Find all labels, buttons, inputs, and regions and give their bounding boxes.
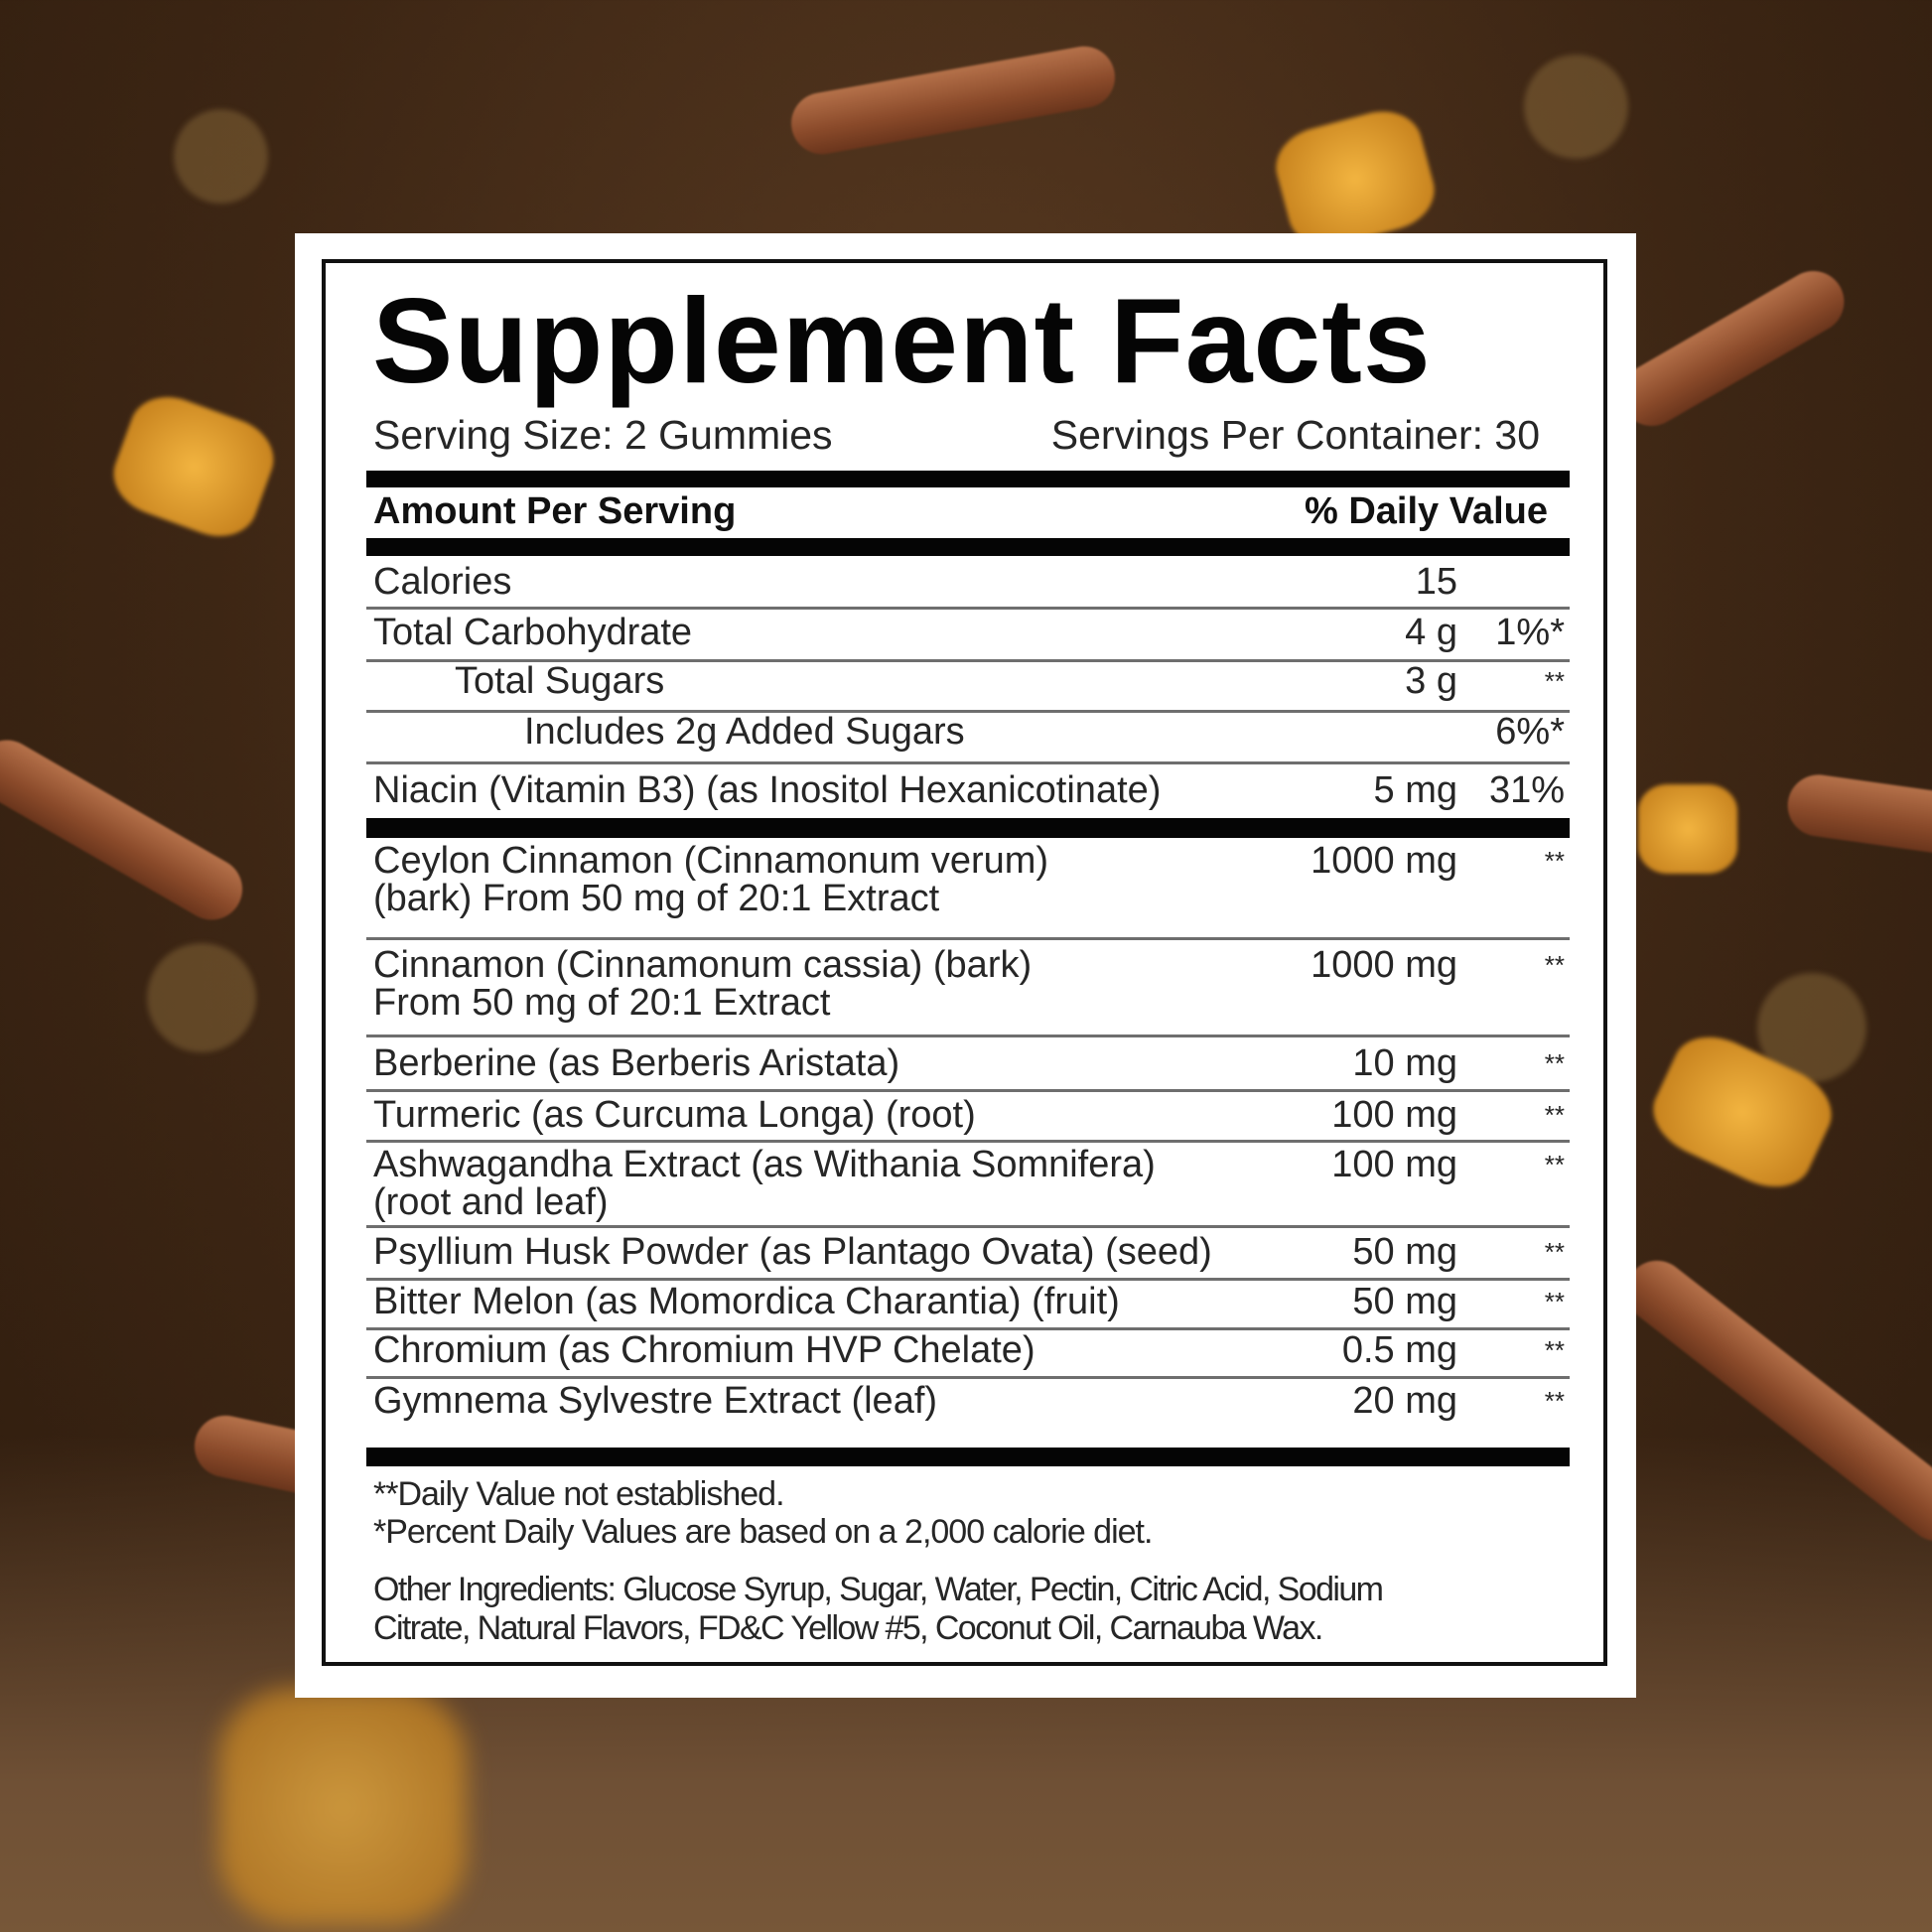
thick-divider	[366, 471, 1570, 487]
row-divider	[366, 1327, 1570, 1330]
nutrient-name: Bitter Melon (as Momordica Charantia) (f…	[373, 1281, 1120, 1322]
panel-title: Supplement Facts	[372, 273, 1432, 408]
nutrient-daily-value: **	[1544, 846, 1565, 876]
thick-divider	[366, 1448, 1570, 1466]
nutrient-daily-value: 6%*	[1495, 711, 1565, 753]
row-divider	[366, 607, 1570, 610]
nutrient-amount: 20 mg	[1352, 1380, 1457, 1422]
nutrient-name: (bark) From 50 mg of 20:1 Extract	[373, 878, 940, 919]
row-divider	[366, 1376, 1570, 1379]
gummy-bear-image	[1638, 784, 1737, 874]
nutrient-name: Cinnamon (Cinnamonum cassia) (bark)	[373, 944, 1033, 986]
nutrient-amount: 0.5 mg	[1341, 1329, 1457, 1371]
nutrient-amount: 50 mg	[1352, 1281, 1457, 1322]
nutrient-name: Berberine (as Berberis Aristata)	[373, 1042, 900, 1084]
bokeh-light	[1524, 55, 1628, 159]
footnote-percent-dv: *Percent Daily Values are based on a 2,0…	[373, 1513, 1153, 1551]
gummy-bear-image	[218, 1688, 467, 1926]
nutrient-name: Psyllium Husk Powder (as Plantago Ovata)…	[373, 1231, 1212, 1273]
nutrient-daily-value: **	[1544, 1237, 1565, 1267]
nutrient-name: Includes 2g Added Sugars	[524, 711, 965, 753]
row-divider	[366, 659, 1570, 662]
amount-per-serving-header: Amount Per Serving	[373, 490, 737, 532]
nutrient-name: Gymnema Sylvestre Extract (leaf)	[373, 1380, 938, 1422]
row-divider	[366, 1225, 1570, 1228]
row-divider	[366, 1089, 1570, 1092]
row-divider	[366, 761, 1570, 764]
nutrient-amount: 10 mg	[1352, 1042, 1457, 1084]
row-divider	[366, 937, 1570, 940]
nutrient-amount: 50 mg	[1352, 1231, 1457, 1273]
nutrient-daily-value: **	[1544, 1287, 1565, 1316]
nutrient-name: Niacin (Vitamin B3) (as Inositol Hexanic…	[373, 769, 1162, 811]
nutrient-name: (root and leaf)	[373, 1181, 609, 1223]
thick-divider	[366, 818, 1570, 838]
nutrient-name: Ashwagandha Extract (as Withania Somnife…	[373, 1144, 1156, 1185]
cinnamon-stick-image	[1783, 770, 1932, 860]
nutrient-name: Total Sugars	[455, 660, 665, 702]
nutrient-amount: 1000 mg	[1311, 840, 1457, 882]
nutrient-daily-value: 1%*	[1495, 612, 1565, 653]
nutrient-amount: 100 mg	[1331, 1144, 1457, 1185]
row-divider	[366, 1140, 1570, 1143]
row-divider	[366, 1278, 1570, 1281]
nutrient-name: From 50 mg of 20:1 Extract	[373, 982, 831, 1024]
other-ingredients-line: Other Ingredients: Glucose Syrup, Sugar,…	[373, 1571, 1384, 1608]
nutrient-name: Calories	[373, 561, 512, 603]
cinnamon-stick-image	[0, 729, 254, 931]
nutrient-name: Chromium (as Chromium HVP Chelate)	[373, 1329, 1035, 1371]
bokeh-light	[174, 109, 268, 204]
other-ingredients-line: Citrate, Natural Flavors, FD&C Yellow #5…	[373, 1609, 1323, 1647]
nutrient-daily-value: **	[1544, 1100, 1565, 1130]
nutrient-amount: 5 mg	[1373, 769, 1457, 811]
cinnamon-stick-image	[1609, 259, 1856, 438]
servings-per-container: Servings Per Container: 30	[1050, 412, 1540, 458]
nutrient-amount: 100 mg	[1331, 1094, 1457, 1136]
bokeh-light	[147, 943, 256, 1052]
nutrient-daily-value: 31%	[1488, 769, 1565, 811]
row-divider	[366, 710, 1570, 713]
nutrient-amount: 4 g	[1405, 612, 1457, 653]
nutrient-daily-value: **	[1544, 1048, 1565, 1078]
nutrient-name: Total Carbohydrate	[373, 612, 693, 653]
cinnamon-stick-image	[786, 41, 1120, 160]
nutrient-daily-value: **	[1544, 1150, 1565, 1179]
nutrient-daily-value: **	[1544, 666, 1565, 696]
nutrient-daily-value: **	[1544, 950, 1565, 980]
nutrient-amount: 1000 mg	[1311, 944, 1457, 986]
daily-value-header: % Daily Value	[1304, 490, 1548, 532]
panel-border	[322, 259, 1607, 1666]
nutrient-amount: 15	[1415, 561, 1457, 603]
thick-divider	[366, 538, 1570, 556]
footnote-dv-not-established: **Daily Value not established.	[373, 1475, 785, 1513]
nutrient-amount: 3 g	[1405, 660, 1457, 702]
nutrient-name: Turmeric (as Curcuma Longa) (root)	[373, 1094, 976, 1136]
nutrient-daily-value: **	[1544, 1335, 1565, 1365]
nutrient-name: Ceylon Cinnamon (Cinnamonum verum)	[373, 840, 1049, 882]
serving-size: Serving Size: 2 Gummies	[373, 412, 833, 458]
supplement-facts-panel: Supplement Facts Serving Size: 2 Gummies…	[295, 233, 1636, 1698]
row-divider	[366, 1035, 1570, 1037]
gummy-bear-image	[103, 384, 284, 549]
nutrient-daily-value: **	[1544, 1386, 1565, 1416]
